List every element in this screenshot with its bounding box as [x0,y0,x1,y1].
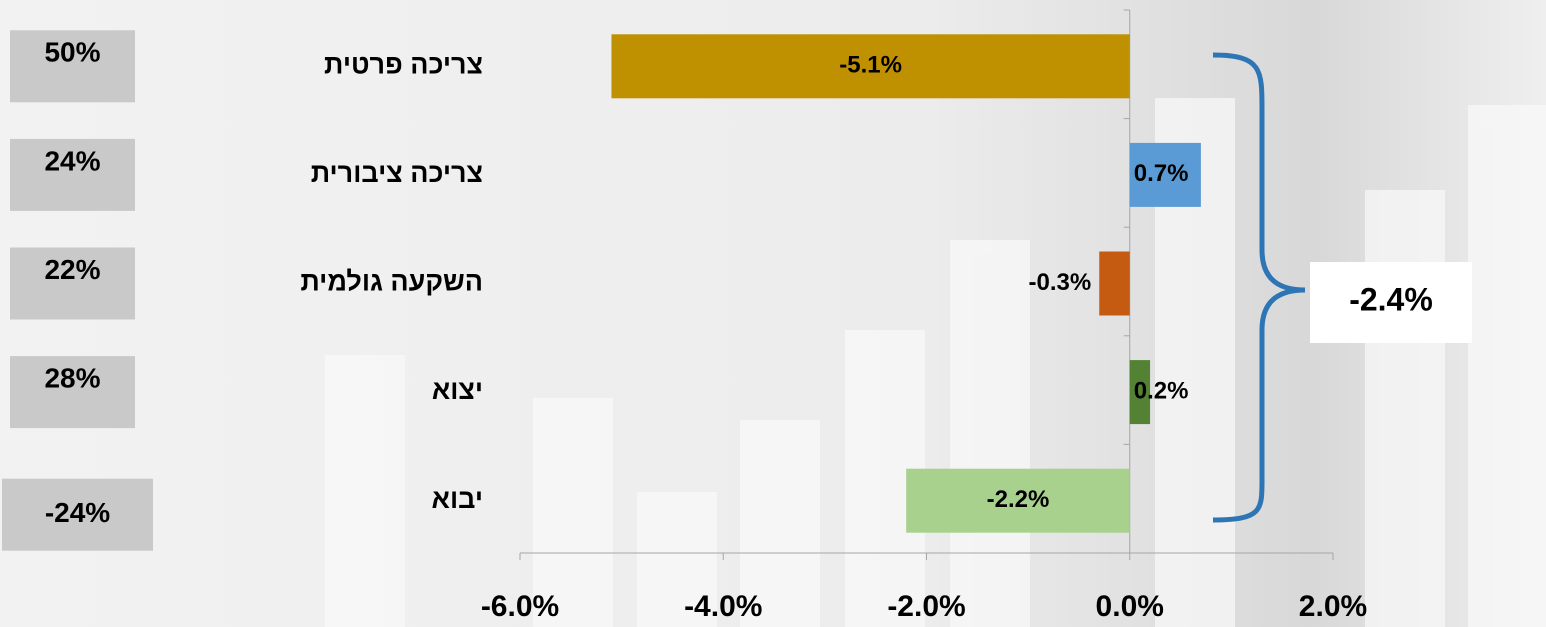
category-label: יבוא [432,484,483,514]
x-tick-label: 2.0% [1299,590,1367,623]
share-label: 50% [44,37,100,68]
share-box [2,478,153,551]
total-box [1310,262,1472,343]
bar [906,468,1130,533]
category-label: השקעה גולמית [300,267,483,297]
x-tick-label: -2.0% [887,590,965,623]
category-label: יצוא [432,375,483,405]
share-box [10,356,135,429]
category-label: צריכה ציבורית [311,158,483,188]
x-tick-label: -6.0% [481,590,559,623]
bar [1129,360,1151,425]
share-label: -24% [45,497,110,528]
value-label: -5.1% [839,52,902,79]
share-box [10,247,135,320]
value-label: 0.7% [1134,160,1189,187]
value-label: 0.2% [1134,377,1189,404]
category-label: צריכה פרטית [324,49,483,79]
share-box [10,30,135,103]
bar [1129,142,1201,207]
share-label: 28% [44,362,100,393]
total-label: -2.4% [1349,281,1433,317]
bar [611,34,1130,99]
value-label: -2.2% [987,486,1050,513]
brace [1212,52,1306,523]
share-label: 22% [44,254,100,285]
value-label: -0.3% [1029,269,1092,296]
bar [1099,251,1130,316]
x-tick-label: -4.0% [684,590,762,623]
share-box [10,138,135,211]
share-label: 24% [44,145,100,176]
x-tick-label: 0.0% [1096,590,1164,623]
